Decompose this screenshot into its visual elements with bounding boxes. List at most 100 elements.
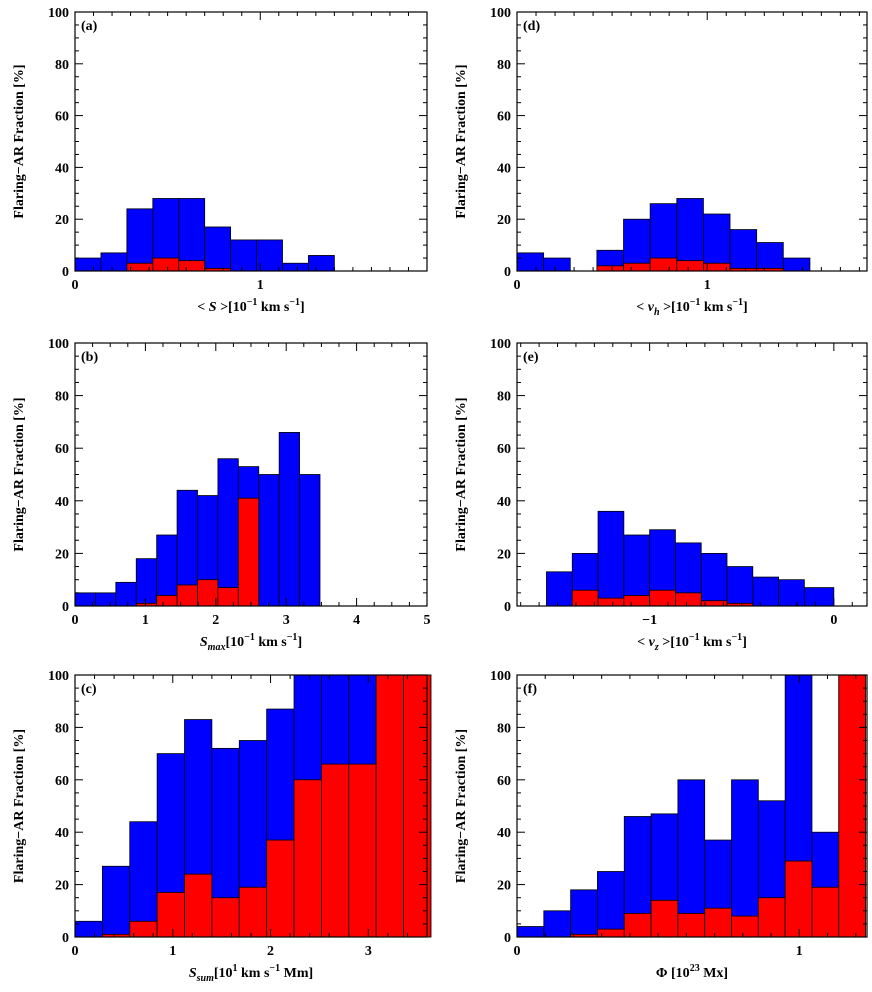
bar-blue-f-3 [597,871,625,938]
xtick-label-b: 2 [212,613,219,628]
ytick-label-b: 0 [62,600,69,615]
ytick-label-b: 100 [48,337,69,352]
bar-blue-d-8 [729,229,758,272]
bar-blue-b-9 [258,474,280,607]
panel-c: 0 20 40 60 80 100 0 1 2 3 (c) Flaring−AR Fraction [… [12,669,432,984]
bar-blue-e-2 [597,510,625,607]
bar-red-c-11 [375,674,404,938]
panel-a: 0 20 40 60 80 100 0 1 (a) Flaring−AR Fraction [%]… [12,6,428,315]
bar-blue-c-1 [101,865,131,938]
bar-blue-b-2 [115,581,137,607]
ylabel-b: Flaring−AR Fraction [%] [12,397,27,551]
bar-red-f-10 [784,860,813,938]
bar-red-c-3 [156,892,185,938]
ytick-label-a: 100 [48,6,69,21]
bar-blue-e-9 [778,579,805,607]
bar-red-c-6 [238,886,268,938]
xlabel-c: Ssum[101 km s−1 Mm] [189,963,313,984]
bar-red-d-4 [623,262,651,272]
bar-blue-b-1 [95,592,117,607]
ytick-label-c: 80 [55,721,69,736]
bar-blue-e-3 [623,534,651,607]
bar-blue-c-0 [74,920,103,938]
bar-blue-a-9 [308,255,335,272]
bar-blue-a-6 [230,239,257,272]
bar-blue-a-8 [282,262,309,272]
xtick-label-d: 0 [514,278,521,293]
panel-label-a: (a) [81,19,98,34]
bar-red-f-6 [677,913,706,938]
ytick-label-b: 80 [55,390,69,405]
bar-blue-a-2 [126,208,154,272]
bar-red-e-2 [597,597,625,607]
ylabel-d: Flaring−AR Fraction [%] [454,64,469,218]
bar-blue-e-8 [752,576,779,607]
bar-red-a-4 [178,260,206,272]
bar-red-d-6 [676,260,704,272]
bar-blue-b-7 [217,458,239,607]
bar-red-a-3 [152,257,180,272]
xlabel-d: < vh >[10−1 km s−1] [636,297,747,318]
ylabel-a: Flaring−AR Fraction [%] [12,64,27,218]
ylabel-e: Flaring−AR Fraction [%] [454,397,469,551]
bar-blue-d-1 [543,257,571,272]
ytick-label-a: 60 [55,110,69,125]
bar-red-b-8 [237,497,260,607]
ytick-label-d: 20 [497,213,511,228]
ylabel-f: Flaring−AR Fraction [%] [454,729,469,883]
ytick-label-e: 80 [497,390,511,405]
ytick-label-c: 40 [55,826,69,841]
xtick-label-c: 1 [169,944,176,959]
bar-red-c-7 [266,839,295,938]
bar-blue-e-7 [726,566,754,607]
xtick-label-b: 3 [283,613,290,628]
xtick-label-d: 1 [704,278,711,293]
bar-blue-d-6 [676,198,704,272]
panel-d: 0 20 40 60 80 100 0 1 (d) Flaring−AR Fraction [%]… [454,6,868,318]
bar-blue-f-2 [570,889,598,938]
bar-blue-a-0 [74,257,102,272]
xtick-label-f: 1 [796,944,803,959]
xtick-label-b: 4 [353,613,360,628]
xtick-label-c: 3 [365,944,372,959]
ytick-label-e: 40 [497,495,511,510]
bar-red-b-4 [156,595,178,607]
bar-red-f-11 [811,886,840,938]
xlabel-b: Smax[10−1 km s−1] [200,632,302,653]
bar-red-b-7 [217,587,239,607]
bar-blue-e-10 [803,587,835,607]
bar-blue-a-4 [178,198,206,272]
ytick-label-c: 60 [55,774,69,789]
panel-label-d: (d) [523,19,540,34]
bar-blue-d-9 [756,242,784,272]
ytick-label-f: 20 [497,879,511,894]
bar-blue-b-3 [135,558,158,607]
bar-blue-d-0 [516,252,545,272]
bar-red-d-3 [596,265,624,272]
panel-b: 0 20 40 60 80 100 0 1 2 3 4 5 (b) Flaring−AR Fraction… [12,337,431,653]
ytick-label-a: 80 [55,58,69,73]
ytick-label-f: 80 [497,721,511,736]
bar-red-e-5 [675,592,702,607]
bar-red-c-9 [320,763,350,938]
xtick-label-e: −1 [642,613,657,628]
ytick-label-b: 20 [55,547,69,562]
ytick-label-c: 0 [62,931,69,946]
panel-f: 0 20 40 60 80 100 0 1 (f) Flaring−AR Fraction [%]… [454,669,868,981]
bar-blue-b-10 [278,432,300,607]
xtick-label-b: 1 [142,613,149,628]
ytick-label-e: 0 [504,600,511,615]
ytick-label-e: 100 [490,337,511,352]
xtick-label-a: 0 [72,278,79,293]
xtick-label-b: 0 [72,613,79,628]
panel-label-f: (f) [523,682,537,697]
xlabel-a: < S >[10−1 km s−1] [197,297,304,315]
ytick-label-d: 80 [497,58,511,73]
bar-blue-a-1 [100,252,128,272]
bar-blue-a-5 [204,226,232,272]
bar-red-f-5 [650,899,679,938]
ytick-label-a: 0 [62,265,69,280]
bar-blue-f-1 [543,910,572,938]
ytick-label-b: 60 [55,442,69,457]
